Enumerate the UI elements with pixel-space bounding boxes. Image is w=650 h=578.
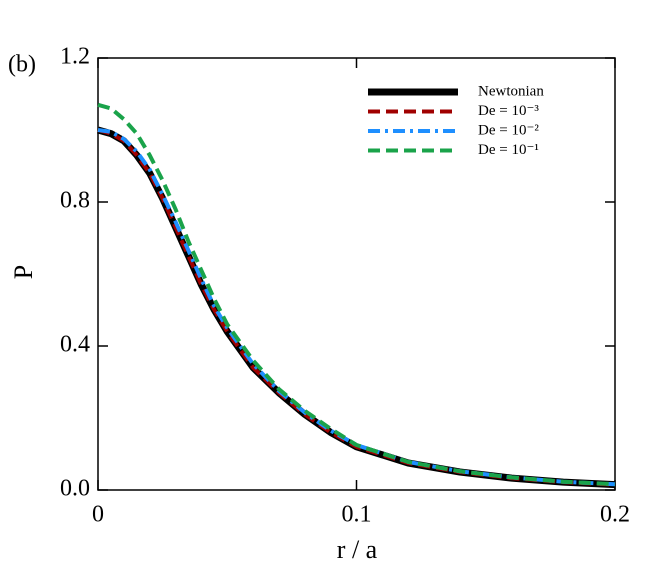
- series-line: [97, 126, 616, 489]
- x-tick-label: 0: [92, 502, 104, 528]
- y-axis-label: P: [9, 265, 38, 279]
- x-tick-label: 0.1: [342, 502, 372, 528]
- series-line: [97, 102, 616, 487]
- legend-label: De = 10⁻³: [478, 103, 539, 119]
- panel-label: (b): [8, 52, 36, 78]
- y-tick-label: 1.2: [60, 44, 90, 70]
- series-line: [97, 128, 616, 487]
- x-axis-label: r / a: [337, 535, 378, 564]
- y-tick-label: 0.0: [60, 476, 90, 502]
- y-tick-label: 0.8: [60, 188, 90, 214]
- y-tick-label: 0.4: [60, 332, 90, 358]
- series-line: [97, 128, 616, 487]
- legend-label: De = 10⁻¹: [478, 142, 539, 158]
- legend-label: Newtonian: [478, 83, 544, 99]
- legend-label: De = 10⁻²: [478, 122, 539, 138]
- x-tick-label: 0.2: [600, 502, 630, 528]
